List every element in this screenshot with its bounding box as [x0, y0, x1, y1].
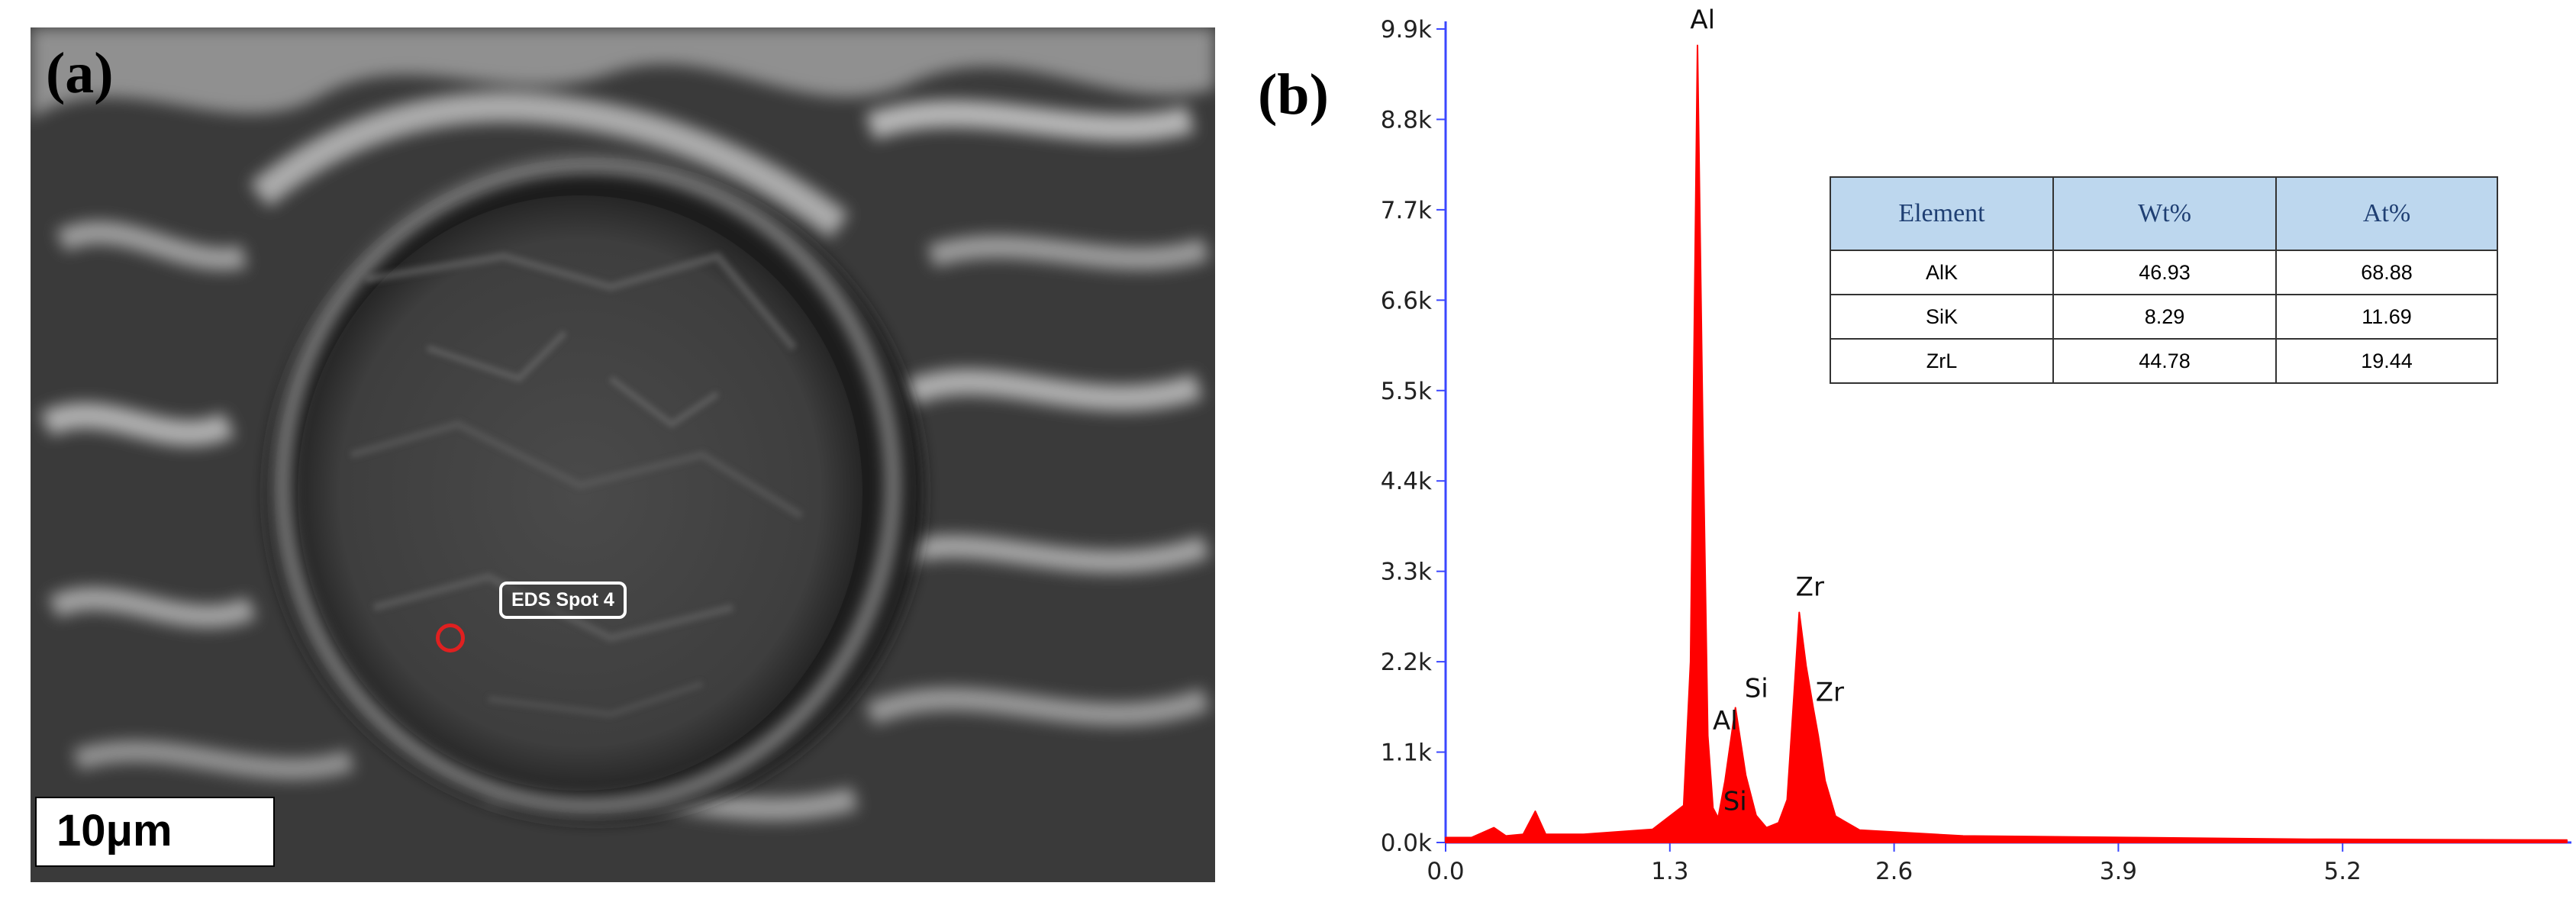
peak-label: Si [1745, 673, 1768, 704]
scale-bar: 10μm [35, 797, 275, 867]
peak-label: Zr [1816, 677, 1844, 707]
table-cell: 11.69 [2275, 294, 2498, 340]
table-cell: 68.88 [2275, 250, 2498, 295]
y-tick-label: 6.6k [1381, 287, 1432, 314]
y-tick-label: 9.9k [1381, 16, 1432, 43]
x-tick-label: 2.6 [1875, 858, 1913, 885]
peak-label: Al [1713, 706, 1738, 736]
spectrum-series [1445, 44, 2568, 843]
y-tick-label: 0.0k [1381, 830, 1432, 857]
eds-spot-label: EDS Spot 4 [499, 582, 627, 619]
table-row: AlK 46.93 68.88 [1830, 250, 2498, 295]
x-tick-label: 0.0 [1427, 858, 1464, 885]
y-tick-label: 3.3k [1381, 559, 1432, 586]
panel-b-label: (b) [1258, 63, 1329, 127]
peak-label: Zr [1796, 572, 1824, 603]
sem-micrograph: (a) EDS Spot 4 10μm [31, 27, 1215, 882]
y-tick-label: 5.5k [1381, 378, 1432, 405]
table-header-at: At% [2275, 176, 2498, 251]
table-cell: ZrL [1830, 338, 2054, 384]
table-row: ZrL 44.78 19.44 [1830, 338, 2498, 384]
peak-label: Si [1723, 787, 1747, 817]
x-tick-label: 5.2 [2324, 858, 2362, 885]
y-tick-label: 1.1k [1381, 739, 1432, 767]
table-cell: 19.44 [2275, 338, 2498, 384]
y-tick-label: 7.7k [1381, 197, 1432, 224]
chart-axes: 0.0k 1.1k 2.2k 3.3k 4.4k 5.5k 6.6k 7.7k 8.8k 9.9k… [1381, 16, 2571, 885]
table-header-wt: Wt% [2052, 176, 2277, 251]
chart-series [1445, 44, 2568, 843]
composition-table: Element Wt% At% AlK 46.93 68.88 SiK 8.29… [1830, 176, 2498, 384]
table-header-row: Element Wt% At% [1830, 176, 2498, 251]
eds-spot-marker [436, 623, 465, 652]
y-tick-label: 4.4k [1381, 468, 1432, 495]
peak-label: Al [1690, 5, 1715, 36]
table-cell: AlK [1830, 250, 2054, 295]
x-tick-label: 3.9 [2100, 858, 2137, 885]
table-cell: 8.29 [2052, 294, 2277, 340]
table-header-element: Element [1830, 176, 2054, 251]
table-row: SiK 8.29 11.69 [1830, 294, 2498, 340]
table-cell: 46.93 [2052, 250, 2277, 295]
y-tick-label: 2.2k [1381, 649, 1432, 676]
scale-bar-text: 10μm [56, 806, 172, 855]
eds-spectrum-chart: 0.0k 1.1k 2.2k 3.3k 4.4k 5.5k 6.6k 7.7k 8.8k 9.9k… [1381, 5, 2571, 885]
x-tick-label: 1.3 [1651, 858, 1688, 885]
panel-a-label: (a) [46, 41, 114, 105]
table-cell: 44.78 [2052, 338, 2277, 384]
sem-texture [31, 27, 1215, 882]
table-cell: SiK [1830, 294, 2054, 340]
y-tick-label: 8.8k [1381, 106, 1432, 134]
